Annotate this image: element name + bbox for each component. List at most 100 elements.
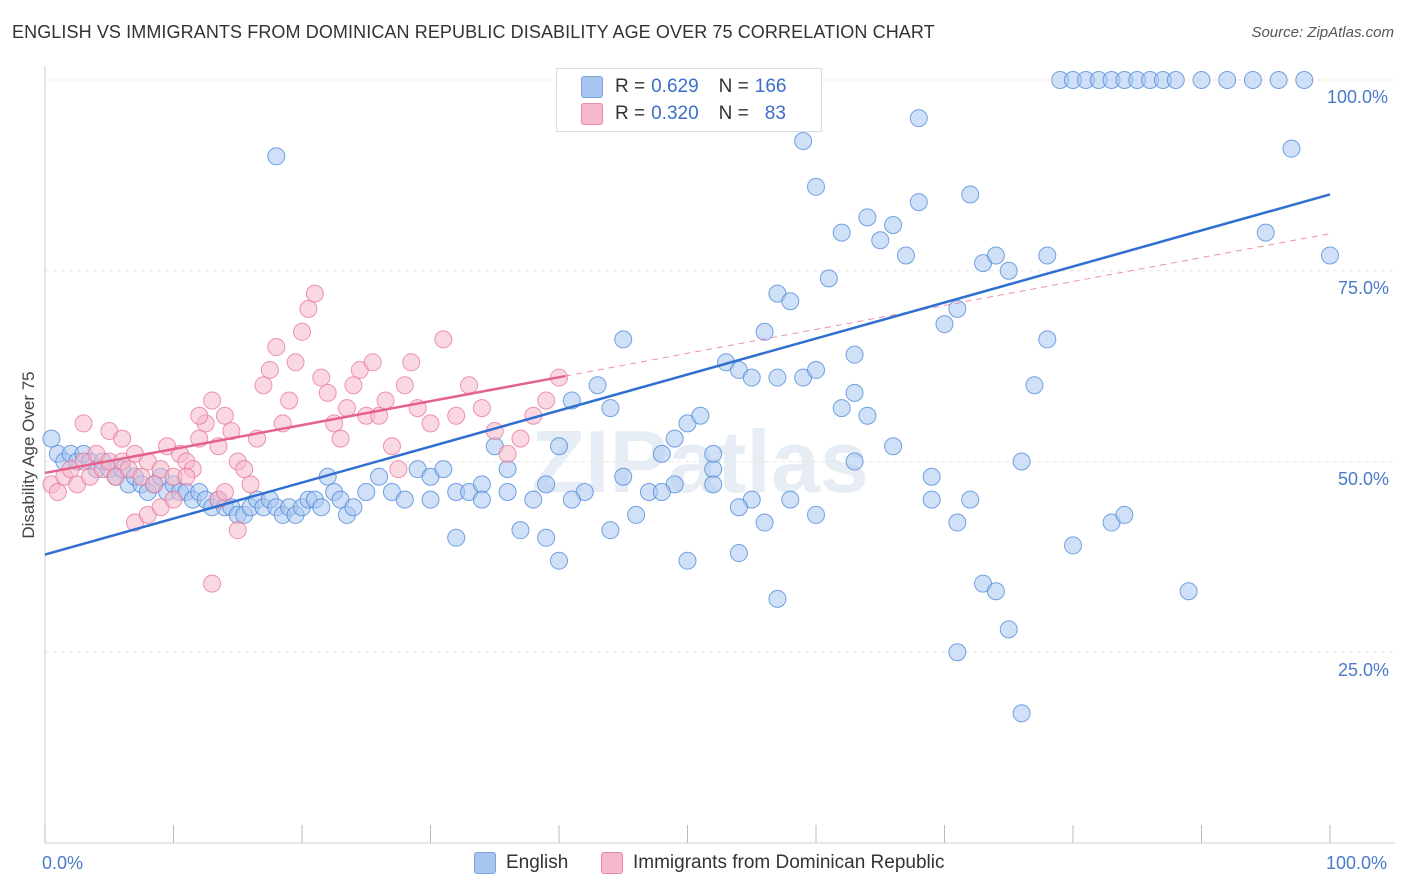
- legend-row-dominican: R = 0.320 N = 83: [581, 100, 792, 128]
- y-tick-25: 25.0%: [1338, 660, 1390, 680]
- data-point-series-0: [434, 460, 453, 479]
- data-point-series-0: [781, 490, 800, 509]
- data-point-series-0: [498, 460, 517, 479]
- data-point-series-0: [1321, 246, 1339, 265]
- data-point-series-0: [1064, 536, 1082, 555]
- series-label-dominican: Immigrants from Dominican Republic: [633, 852, 945, 873]
- legend-n-value: 83: [764, 103, 786, 124]
- data-point-series-0: [884, 215, 903, 234]
- chart-title: ENGLISH VS IMMIGRANTS FROM DOMINICAN REP…: [12, 22, 935, 42]
- data-point-series-0: [755, 513, 774, 532]
- data-point-series-0: [845, 452, 864, 471]
- y-tick-50: 50.0%: [1338, 469, 1390, 489]
- data-point-series-0: [344, 498, 363, 517]
- trend-lines: [44, 193, 1331, 556]
- data-point-series-1: [48, 483, 67, 502]
- x-axis-max-label: 100.0%: [1326, 853, 1388, 873]
- data-point-series-1: [344, 376, 363, 395]
- data-point-series-0: [961, 490, 980, 509]
- data-point-series-1: [113, 429, 132, 448]
- data-point-series-0: [550, 551, 568, 570]
- legend-swatch-english: [581, 76, 603, 98]
- data-point-series-0: [601, 521, 620, 540]
- data-point-series-0: [395, 490, 414, 509]
- data-point-series-1: [286, 353, 305, 372]
- data-point-series-1: [337, 399, 356, 418]
- data-point-series-0: [1282, 139, 1301, 158]
- data-point-series-0: [832, 399, 851, 418]
- legend-n-label: N =: [718, 103, 749, 124]
- data-point-series-1: [395, 376, 414, 395]
- data-point-series-0: [807, 177, 825, 196]
- data-point-series-0: [794, 132, 813, 151]
- data-point-series-1: [434, 330, 453, 349]
- data-point-series-0: [729, 498, 748, 517]
- data-point-series-0: [858, 406, 877, 425]
- data-point-series-0: [948, 513, 967, 532]
- series-legend-english[interactable]: English: [474, 852, 568, 874]
- data-point-series-0: [357, 483, 376, 502]
- data-point-series-0: [588, 376, 607, 395]
- data-point-series-0: [652, 483, 671, 502]
- data-point-series-0: [1218, 71, 1237, 89]
- data-point-series-1: [305, 284, 324, 303]
- data-point-series-0: [1012, 704, 1031, 723]
- data-point-series-0: [999, 261, 1018, 280]
- data-point-series-0: [896, 246, 915, 265]
- data-point-series-0: [742, 368, 761, 387]
- data-point-series-0: [1025, 376, 1044, 395]
- data-point-series-0: [498, 483, 517, 502]
- data-point-series-1: [389, 460, 408, 479]
- data-point-series-0: [961, 185, 980, 204]
- data-point-series-0: [601, 399, 620, 418]
- data-point-series-0: [550, 437, 568, 456]
- data-point-series-1: [164, 490, 183, 509]
- data-point-series-1: [228, 521, 247, 540]
- data-point-series-0: [1179, 582, 1198, 601]
- data-point-series-1: [421, 414, 440, 433]
- data-point-series-1: [254, 376, 273, 395]
- data-point-series-0: [884, 437, 903, 456]
- data-point-series-1: [511, 429, 530, 448]
- data-point-series-0: [948, 299, 967, 318]
- series-legend-dominican[interactable]: Immigrants from Dominican Republic: [601, 852, 945, 874]
- data-point-series-0: [267, 147, 286, 166]
- data-point-series-0: [755, 322, 774, 341]
- data-point-series-1: [241, 475, 260, 494]
- data-point-series-0: [807, 360, 825, 379]
- data-point-series-0: [819, 269, 838, 288]
- data-point-series-1: [382, 437, 401, 456]
- series-legend: English Immigrants from Dominican Republ…: [0, 852, 1406, 878]
- data-point-series-1: [293, 322, 311, 341]
- data-point-series-0: [665, 429, 684, 448]
- data-point-series-0: [537, 475, 556, 494]
- data-point-series-1: [190, 406, 209, 425]
- source-credit: Source: ZipAtlas.com: [1251, 24, 1394, 41]
- trend-line-series-0: [44, 193, 1331, 556]
- data-point-series-0: [948, 643, 967, 662]
- data-point-series-0: [652, 444, 671, 463]
- data-point-series-0: [1243, 71, 1262, 89]
- data-point-series-0: [1256, 223, 1275, 242]
- data-point-series-1: [260, 360, 279, 379]
- data-point-series-1: [402, 353, 421, 372]
- data-point-series-1: [267, 338, 286, 357]
- data-point-series-0: [909, 109, 928, 128]
- data-point-series-0: [614, 330, 633, 349]
- data-point-series-1: [331, 429, 350, 448]
- data-point-series-1: [177, 467, 196, 486]
- data-point-series-1: [145, 475, 164, 494]
- legend-r-label: R =: [615, 103, 646, 124]
- data-point-series-0: [472, 475, 491, 494]
- data-point-series-0: [447, 528, 466, 547]
- data-point-series-1: [235, 460, 254, 479]
- series-label-english: English: [506, 852, 569, 873]
- legend-r-label: R =: [615, 76, 646, 97]
- data-point-series-0: [1166, 71, 1185, 89]
- data-point-series-0: [524, 490, 543, 509]
- data-point-series-0: [1012, 452, 1031, 471]
- data-point-series-0: [807, 505, 825, 524]
- data-point-series-0: [986, 582, 1005, 601]
- data-point-series-0: [42, 429, 61, 448]
